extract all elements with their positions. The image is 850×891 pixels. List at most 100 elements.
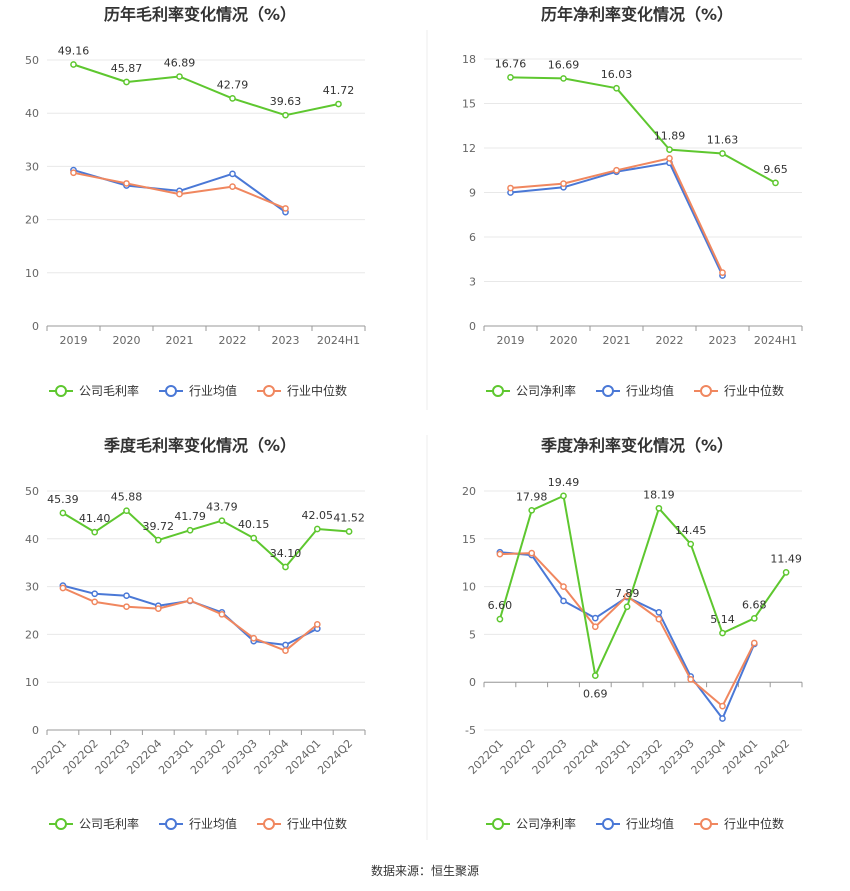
data-point <box>666 146 673 153</box>
data-point <box>655 615 663 623</box>
chart-quarterly-gross-margin: 季度毛利率变化情况（%）010203040502022Q12022Q22022Q… <box>25 436 366 831</box>
data-point <box>560 597 567 605</box>
data-point <box>59 584 67 592</box>
data-point <box>750 639 758 647</box>
data-point <box>282 205 289 212</box>
legend-label: 行业中位数 <box>287 383 347 398</box>
data-point <box>345 528 353 535</box>
y-tick-label: 10 <box>462 581 476 594</box>
chart-title: 季度毛利率变化情况（%） <box>103 436 296 455</box>
data-point <box>229 95 236 102</box>
chart-annual-gross-margin: 历年毛利率变化情况（%） 0 10 20 30 40 50 2019 2020 2021 2022 2… <box>25 5 366 398</box>
legend-item: 行业中位数 <box>257 816 347 831</box>
data-point <box>507 184 514 192</box>
chart-title: 季度净利率变化情况（%） <box>540 436 733 455</box>
legend-marker-icon <box>55 818 67 830</box>
legend-item: 行业均值 <box>596 383 674 398</box>
chart-title: 历年毛利率变化情况（%） <box>104 5 296 24</box>
legend-item: 行业均值 <box>596 816 674 831</box>
y-tick-label: 50 <box>25 54 39 67</box>
y-tick-label: 15 <box>462 98 476 111</box>
data-label: 18.19 <box>643 488 675 501</box>
data-label: 7.89 <box>615 587 640 600</box>
legend-label: 公司毛利率 <box>79 383 139 398</box>
y-tick-label: 30 <box>25 581 39 594</box>
data-point <box>313 621 321 628</box>
data-label: 45.88 <box>111 491 143 504</box>
data-point <box>496 550 504 558</box>
data-label: 11.49 <box>770 552 802 565</box>
data-point <box>750 614 758 622</box>
chart-quarterly-net-margin: 季度净利率变化情况（%）-5051015202022Q12022Q22022Q3… <box>462 436 803 831</box>
y-tick-label: 9 <box>469 187 476 200</box>
data-point <box>123 78 130 86</box>
series-line <box>498 494 787 677</box>
x-tick-label: 2021 <box>603 334 631 347</box>
y-tick-label: 18 <box>462 53 476 66</box>
data-point <box>229 183 236 190</box>
data-point <box>613 166 620 174</box>
data-label: 40.15 <box>238 518 270 531</box>
legend-marker-icon <box>492 385 504 397</box>
data-label: 19.49 <box>548 476 580 489</box>
y-tick-label: 0 <box>32 320 39 333</box>
y-tick-label: 12 <box>462 142 476 155</box>
y-tick-label: 0 <box>469 676 476 689</box>
data-label: 41.72 <box>323 84 355 97</box>
data-point <box>282 647 289 655</box>
legend-marker-icon <box>165 818 177 830</box>
series-line <box>499 552 756 708</box>
legend-label: 行业中位数 <box>724 816 784 831</box>
data-point <box>123 507 130 515</box>
y-tick-label: 50 <box>25 485 39 498</box>
data-label: 6.68 <box>742 598 767 611</box>
data-point <box>560 75 567 82</box>
data-point <box>176 73 183 80</box>
data-point <box>123 592 130 600</box>
data-label: 16.76 <box>495 57 527 70</box>
legend-label: 公司净利率 <box>516 816 576 831</box>
series-line <box>510 161 724 277</box>
legend-item: 行业均值 <box>159 383 237 398</box>
x-tick-label: 2021 <box>166 334 194 347</box>
x-tick-label: 2022 <box>656 334 684 347</box>
data-point <box>91 590 99 598</box>
data-label: 14.45 <box>675 524 707 537</box>
data-point <box>282 563 289 571</box>
data-point <box>313 525 321 533</box>
data-label: 39.72 <box>143 520 175 533</box>
x-tick-label: 2023 <box>709 334 737 347</box>
legend-label: 行业均值 <box>189 383 237 398</box>
data-label: 43.79 <box>206 501 238 514</box>
data-point <box>186 526 194 534</box>
data-label: 34.10 <box>270 547 302 560</box>
y-tick-label: 10 <box>25 267 39 280</box>
legend-item: 行业中位数 <box>694 383 784 398</box>
data-point <box>154 536 162 544</box>
data-label: 39.63 <box>270 95 302 108</box>
legend-item: 行业中位数 <box>694 816 784 831</box>
series-line <box>499 551 756 720</box>
data-point <box>591 672 599 679</box>
data-point <box>613 84 620 92</box>
data-label: 11.89 <box>654 130 686 143</box>
data-point <box>528 506 536 514</box>
y-tick-label: 6 <box>469 231 476 244</box>
series-line <box>62 509 350 568</box>
data-label: 11.63 <box>707 133 739 146</box>
data-label: 42.05 <box>302 509 334 522</box>
data-point <box>70 61 77 68</box>
y-tick-label: 0 <box>469 320 476 333</box>
data-point <box>719 150 726 157</box>
series-line <box>510 157 724 274</box>
data-label: 41.79 <box>174 510 206 523</box>
data-label: 41.40 <box>79 512 111 525</box>
legend-label: 公司毛利率 <box>79 816 139 831</box>
x-tick-label: 2019 <box>497 334 525 347</box>
legend-marker-icon <box>492 818 504 830</box>
data-label: 46.89 <box>164 57 196 70</box>
data-label: 6.60 <box>488 599 513 612</box>
data-point <box>507 74 514 81</box>
x-tick-label: 2024H1 <box>754 334 797 347</box>
data-label: 17.98 <box>516 490 548 503</box>
